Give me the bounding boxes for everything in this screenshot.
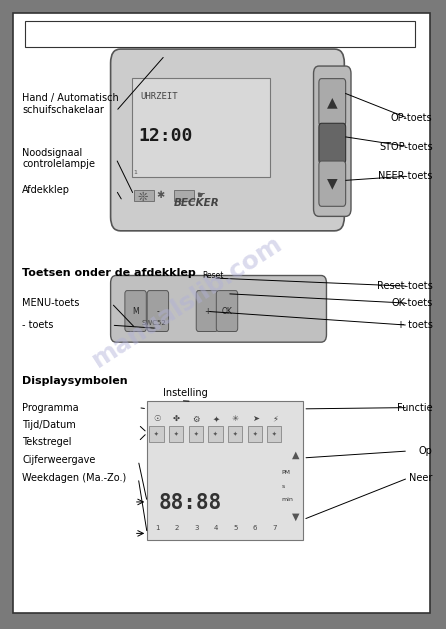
FancyBboxPatch shape (125, 291, 146, 331)
Text: Programma: Programma (22, 403, 79, 413)
Text: Tekstregel: Tekstregel (22, 437, 72, 447)
Text: Tijd/Datum: Tijd/Datum (22, 420, 76, 430)
FancyBboxPatch shape (25, 21, 415, 47)
Text: ❊: ❊ (137, 191, 148, 204)
Text: ▲: ▲ (292, 450, 299, 460)
Text: ✤: ✤ (173, 415, 180, 423)
FancyBboxPatch shape (111, 276, 326, 342)
Text: 1: 1 (134, 170, 138, 175)
Text: Displaysymbolen: Displaysymbolen (22, 376, 128, 386)
Text: MENU-toets: MENU-toets (22, 298, 80, 308)
Text: Neer: Neer (409, 473, 433, 483)
Text: OP-toets: OP-toets (391, 113, 433, 123)
FancyBboxPatch shape (149, 426, 164, 442)
Text: ✦: ✦ (233, 431, 237, 437)
Text: ✦: ✦ (272, 431, 277, 437)
Text: 4: 4 (214, 525, 218, 532)
Text: ➤: ➤ (252, 415, 259, 423)
FancyBboxPatch shape (208, 426, 223, 442)
Text: + toets: + toets (397, 320, 433, 330)
FancyBboxPatch shape (169, 426, 183, 442)
Text: UHRZEIT: UHRZEIT (140, 92, 178, 101)
Text: STOP-toets: STOP-toets (379, 142, 433, 152)
Text: Noodsignaal
controlelampje: Noodsignaal controlelampje (22, 148, 95, 169)
Text: Reset: Reset (202, 271, 224, 280)
Text: Weekdagen (Ma.-Zo.): Weekdagen (Ma.-Zo.) (22, 473, 127, 483)
Text: Instelling: Instelling (163, 388, 207, 398)
Text: 12:00: 12:00 (138, 128, 193, 145)
Text: ✳: ✳ (232, 415, 239, 423)
FancyBboxPatch shape (319, 79, 346, 126)
Text: ✦: ✦ (252, 431, 257, 437)
Text: ☉: ☉ (153, 415, 161, 423)
Text: ⚡: ⚡ (272, 415, 278, 423)
Text: ✱: ✱ (157, 189, 165, 199)
Text: OK-toets: OK-toets (392, 298, 433, 308)
FancyBboxPatch shape (174, 190, 194, 201)
FancyBboxPatch shape (147, 291, 169, 331)
Text: Functie: Functie (397, 403, 433, 413)
FancyBboxPatch shape (189, 426, 203, 442)
Text: ▲: ▲ (327, 96, 338, 109)
Text: min: min (282, 497, 294, 502)
Text: Afdekklep: Afdekklep (22, 185, 70, 195)
FancyBboxPatch shape (248, 426, 262, 442)
Text: ✦: ✦ (213, 431, 218, 437)
FancyBboxPatch shape (13, 13, 430, 613)
Text: NEER-toets: NEER-toets (378, 171, 433, 181)
Text: ⚙: ⚙ (193, 415, 200, 423)
FancyBboxPatch shape (228, 426, 242, 442)
Text: Hand / Automatisch
schuifschakelaar: Hand / Automatisch schuifschakelaar (22, 93, 119, 114)
Text: SWC52: SWC52 (142, 320, 166, 326)
Text: 5: 5 (233, 525, 238, 532)
FancyBboxPatch shape (267, 426, 281, 442)
FancyBboxPatch shape (216, 291, 238, 331)
Text: OK: OK (222, 307, 232, 316)
FancyBboxPatch shape (319, 123, 346, 164)
Text: ▼: ▼ (292, 511, 299, 521)
FancyBboxPatch shape (196, 291, 218, 331)
Text: ✦: ✦ (212, 415, 219, 423)
Text: manualslib.com: manualslib.com (87, 231, 287, 372)
Text: ✦: ✦ (194, 431, 198, 437)
FancyBboxPatch shape (319, 161, 346, 206)
Text: M: M (132, 307, 139, 316)
Text: 2: 2 (174, 525, 179, 532)
Text: +: + (204, 307, 210, 316)
Text: ✦: ✦ (174, 431, 178, 437)
Text: ☛: ☛ (196, 189, 205, 199)
FancyBboxPatch shape (147, 401, 303, 540)
Text: Cijferweergave: Cijferweergave (22, 455, 96, 465)
Text: 1: 1 (155, 525, 159, 532)
Text: 3: 3 (194, 525, 198, 532)
Text: -: - (157, 307, 159, 316)
FancyBboxPatch shape (132, 78, 270, 177)
Text: - toets: - toets (22, 320, 54, 330)
Text: PM: PM (282, 470, 291, 475)
FancyBboxPatch shape (111, 49, 344, 231)
Text: s: s (282, 484, 285, 489)
Text: ▼: ▼ (327, 177, 338, 191)
FancyBboxPatch shape (314, 66, 351, 216)
Text: ✦: ✦ (154, 431, 159, 437)
FancyBboxPatch shape (134, 190, 154, 201)
Text: Reset-toets: Reset-toets (377, 281, 433, 291)
Text: 6: 6 (253, 525, 257, 532)
Text: 7: 7 (273, 525, 277, 532)
Text: 88:88: 88:88 (158, 493, 222, 513)
Text: BECKER: BECKER (174, 198, 220, 208)
Text: Toetsen onder de afdekklep: Toetsen onder de afdekklep (22, 267, 196, 277)
Text: Op: Op (419, 446, 433, 456)
